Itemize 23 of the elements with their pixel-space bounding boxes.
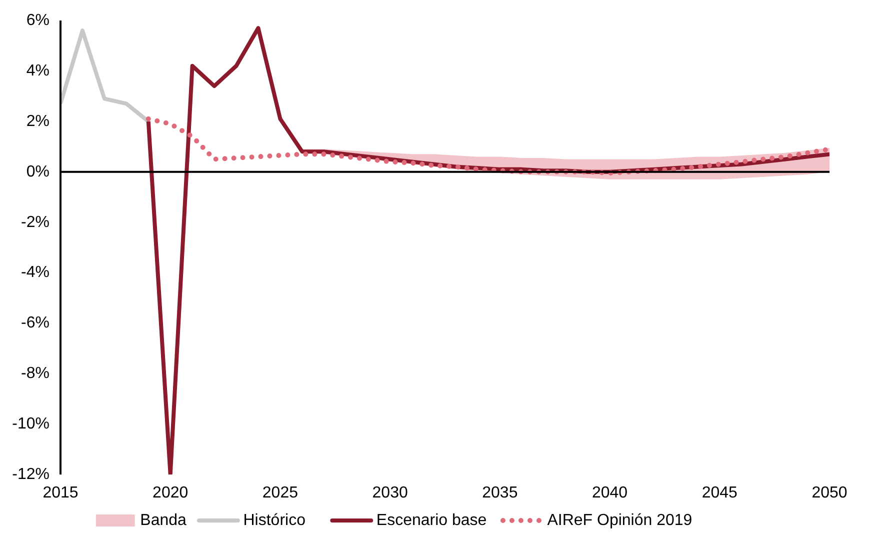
legend-label: Escenario base — [376, 512, 487, 529]
y-tick-label: 6% — [26, 12, 50, 29]
y-tick-label: 2% — [26, 112, 50, 130]
y-tick-label: -10% — [12, 416, 50, 433]
x-tick-label: 2025 — [262, 484, 298, 502]
y-tick-label: -12% — [12, 466, 50, 483]
x-tick-label: 2015 — [42, 484, 78, 502]
x-tick-label: 2020 — [152, 484, 188, 502]
legend-label: Histórico — [243, 512, 306, 529]
x-tick-label: 2035 — [482, 484, 518, 502]
y-tick-label: 0% — [26, 163, 50, 180]
y-tick-label: -8% — [21, 365, 50, 382]
y-tick-label: -6% — [21, 314, 50, 332]
line-series — [60, 28, 150, 124]
x-tick-label: 2030 — [372, 484, 408, 502]
y-tick-label: -2% — [21, 214, 50, 231]
y-tick-label: -4% — [21, 264, 50, 282]
y-tick-label: 4% — [26, 62, 50, 80]
x-tick-label: 2045 — [702, 484, 738, 502]
legend-label: Banda — [140, 512, 187, 529]
x-tick-label: 2040 — [592, 484, 628, 502]
x-tick-label: 2050 — [812, 484, 848, 502]
legend-label: AIReF Opinión 2019 — [547, 512, 692, 529]
